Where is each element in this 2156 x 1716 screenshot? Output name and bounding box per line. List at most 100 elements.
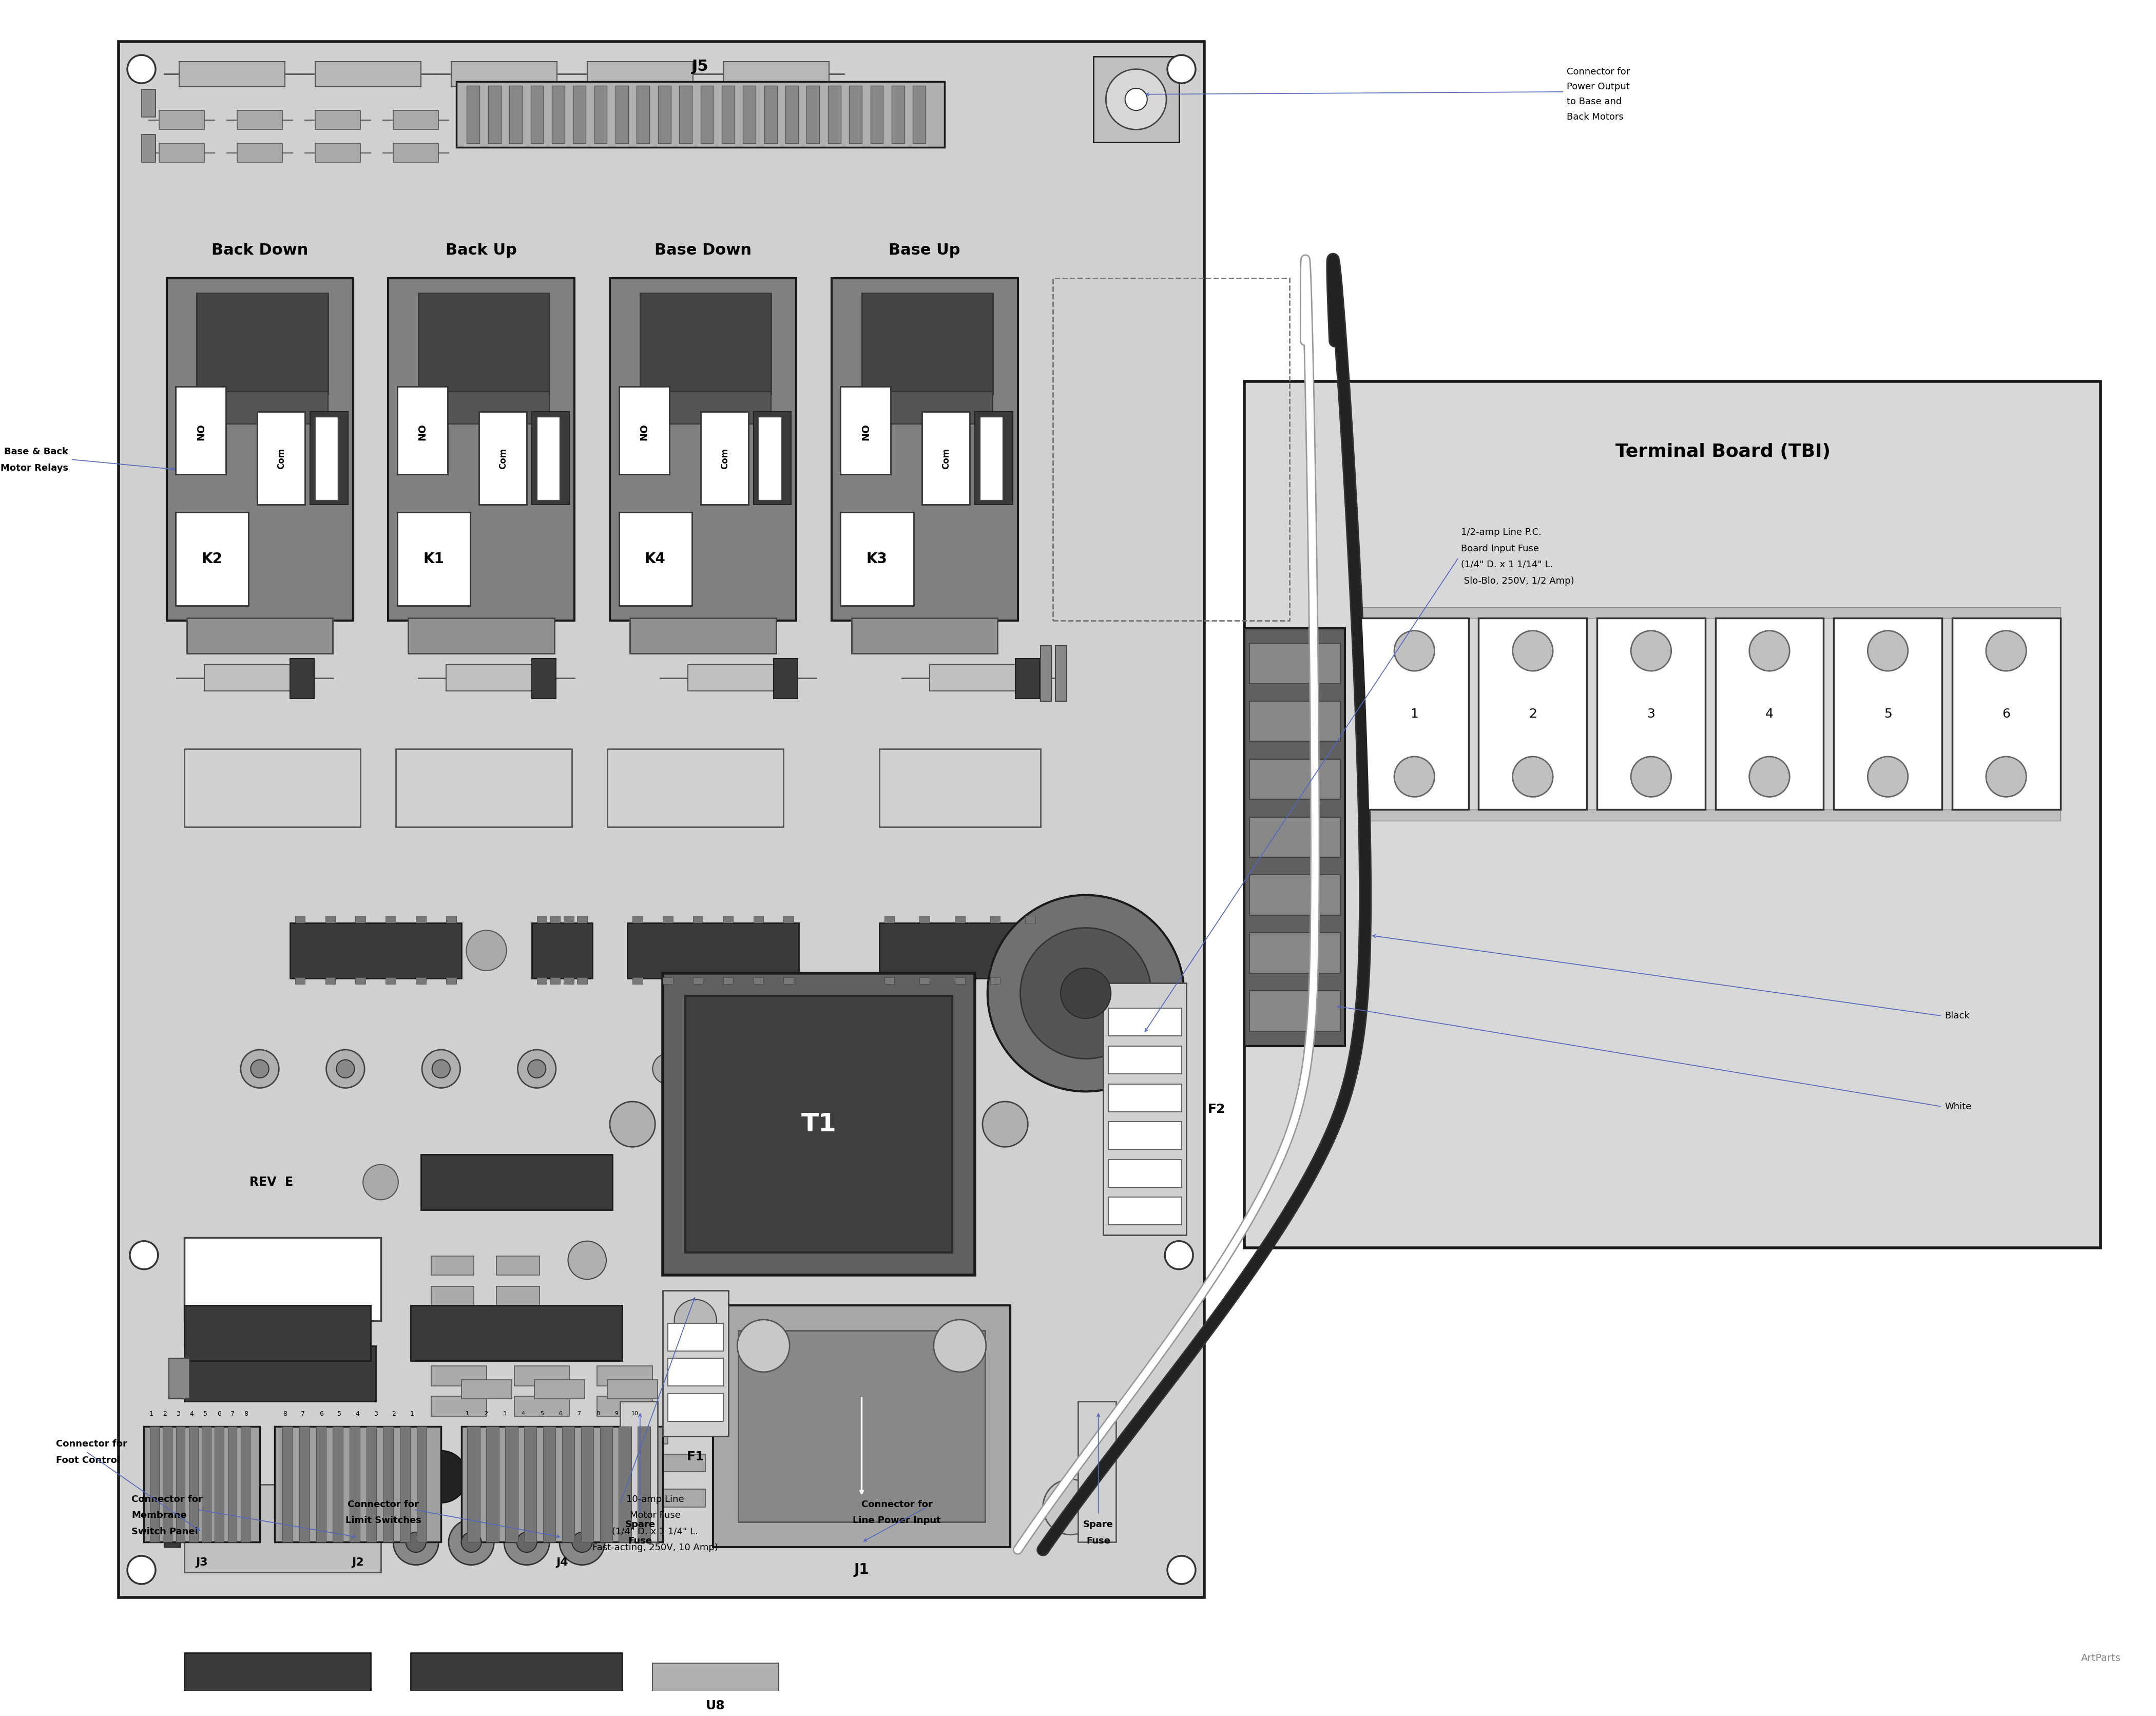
Bar: [1104, 983, 1186, 1236]
Bar: [668, 1393, 722, 1421]
Bar: [397, 386, 448, 475]
Bar: [535, 1489, 580, 1507]
Bar: [326, 916, 336, 923]
Text: Com: Com: [942, 448, 951, 468]
Bar: [586, 62, 692, 88]
Circle shape: [1166, 1556, 1197, 1584]
Bar: [578, 916, 586, 923]
Bar: [356, 976, 367, 985]
Bar: [332, 1426, 343, 1543]
Bar: [852, 618, 998, 654]
Text: White: White: [1945, 1102, 1971, 1112]
Bar: [1108, 1160, 1181, 1187]
Bar: [446, 664, 548, 692]
Bar: [893, 86, 903, 142]
Text: 2: 2: [1529, 707, 1537, 721]
Bar: [884, 916, 895, 923]
Bar: [990, 916, 1000, 923]
Bar: [505, 1426, 517, 1543]
Text: U8: U8: [705, 1701, 724, 1713]
Bar: [317, 1426, 326, 1543]
Text: J3: J3: [196, 1556, 207, 1567]
Bar: [595, 86, 608, 142]
Bar: [623, 1426, 668, 1445]
Text: K1: K1: [423, 553, 444, 566]
Bar: [412, 1653, 623, 1709]
Bar: [563, 976, 573, 985]
Bar: [692, 976, 703, 985]
Bar: [880, 923, 1041, 978]
Bar: [642, 391, 772, 424]
Bar: [177, 1426, 185, 1543]
Bar: [774, 659, 798, 698]
Bar: [205, 664, 306, 692]
Bar: [166, 278, 354, 621]
Bar: [1250, 934, 1341, 973]
Text: NO: NO: [860, 424, 871, 441]
Text: Base Down: Base Down: [655, 244, 752, 257]
Bar: [1250, 875, 1341, 915]
Bar: [1598, 618, 1705, 810]
Circle shape: [610, 1102, 655, 1146]
Bar: [619, 386, 668, 475]
Text: Motor Fuse: Motor Fuse: [630, 1510, 681, 1520]
Bar: [880, 748, 1041, 827]
Bar: [446, 976, 457, 985]
Bar: [175, 513, 248, 606]
Bar: [563, 1426, 573, 1543]
Text: 1: 1: [1410, 707, 1419, 721]
Bar: [748, 1155, 940, 1210]
Circle shape: [1125, 88, 1147, 110]
Bar: [282, 1426, 293, 1543]
Bar: [1108, 1122, 1181, 1150]
Bar: [660, 1489, 705, 1507]
Text: Limit Switches: Limit Switches: [345, 1515, 420, 1526]
Circle shape: [1749, 757, 1789, 796]
Bar: [686, 995, 953, 1253]
Bar: [632, 916, 642, 923]
Bar: [640, 293, 772, 395]
Bar: [1052, 278, 1289, 621]
Bar: [183, 1653, 371, 1709]
Bar: [535, 1380, 584, 1399]
Bar: [349, 1426, 360, 1543]
Bar: [356, 916, 367, 923]
Bar: [1250, 644, 1341, 683]
Bar: [1360, 810, 2061, 820]
Bar: [975, 412, 1013, 505]
Bar: [1108, 1198, 1181, 1225]
Circle shape: [910, 1050, 949, 1088]
Text: 1: 1: [410, 1411, 414, 1417]
Bar: [912, 86, 925, 142]
Text: REV  E: REV E: [250, 1175, 293, 1187]
Bar: [468, 1426, 481, 1543]
Bar: [785, 86, 798, 142]
Bar: [621, 1402, 658, 1543]
Bar: [744, 86, 757, 142]
Circle shape: [466, 930, 507, 971]
Bar: [660, 1453, 705, 1472]
Text: F2: F2: [1207, 1103, 1225, 1115]
Text: 4: 4: [190, 1411, 194, 1417]
Bar: [416, 1426, 427, 1543]
Bar: [537, 976, 548, 985]
Bar: [550, 976, 561, 985]
Bar: [183, 1237, 382, 1321]
Bar: [662, 1290, 729, 1436]
Bar: [865, 391, 992, 424]
Circle shape: [1061, 968, 1110, 1019]
Bar: [190, 1426, 198, 1543]
Bar: [407, 618, 554, 654]
Circle shape: [364, 1450, 416, 1503]
Circle shape: [250, 1060, 270, 1078]
Bar: [203, 1426, 211, 1543]
Bar: [1026, 916, 1035, 923]
Circle shape: [362, 1165, 399, 1199]
Text: NO: NO: [418, 424, 427, 441]
Bar: [929, 664, 1031, 692]
Bar: [752, 976, 763, 985]
Text: 7: 7: [302, 1411, 306, 1417]
Bar: [748, 1345, 940, 1402]
Circle shape: [127, 1556, 155, 1584]
Text: 8: 8: [595, 1411, 599, 1416]
